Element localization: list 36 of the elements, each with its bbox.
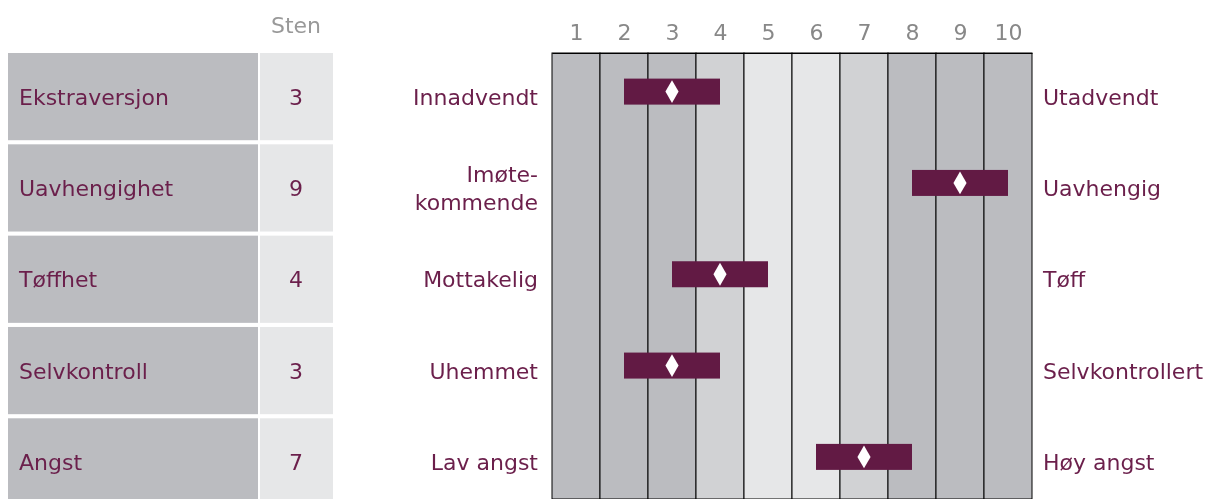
x2-tick-label: 9: [953, 20, 968, 45]
text: Uavhengig: [1043, 175, 1162, 201]
annotation: Imøte- kommende: [414, 161, 538, 215]
x2-tick-label: 3: [665, 20, 680, 45]
data-label: 9: [289, 175, 303, 201]
x2-tick-label: 10: [994, 20, 1023, 45]
data-label: 4: [289, 267, 303, 293]
bar: [624, 352, 720, 379]
y-tick-label: Tøffhet: [18, 267, 98, 293]
y-tick-label: Ekstraversjon: [19, 84, 169, 110]
x2-tick-label: 2: [617, 20, 632, 45]
bar: [912, 169, 1008, 196]
x2-tick-label: 4: [713, 20, 728, 45]
y-tick-label: Uavhengighet: [19, 175, 174, 201]
text: Sten: [270, 13, 322, 38]
text: Tøff: [1042, 267, 1086, 293]
text: Utadvendt: [1043, 84, 1159, 110]
x2-tick-label: 1: [569, 20, 584, 45]
x2-tick-label: 7: [857, 20, 872, 45]
text: Selvkontrollert: [1043, 358, 1204, 384]
x2-tick-label: 5: [761, 20, 776, 45]
y-tick-label: Selvkontroll: [19, 358, 148, 384]
annotation: Innadvendt: [413, 84, 539, 110]
bar: [672, 261, 768, 288]
annotation: Lav angst: [430, 449, 539, 475]
text: Høy angst: [1043, 449, 1155, 475]
data-label: 7: [289, 449, 303, 475]
bar: [624, 78, 720, 105]
x2-tick-label: 8: [905, 20, 920, 45]
data-label: 3: [289, 358, 303, 384]
data-label: 3: [289, 84, 303, 110]
annotation: Uhemmet: [429, 358, 539, 384]
x2-tick-label: 6: [809, 20, 824, 45]
y-tick-label: Angst: [19, 449, 83, 475]
bar: [816, 443, 912, 470]
annotation: Mottakelig: [423, 267, 538, 293]
